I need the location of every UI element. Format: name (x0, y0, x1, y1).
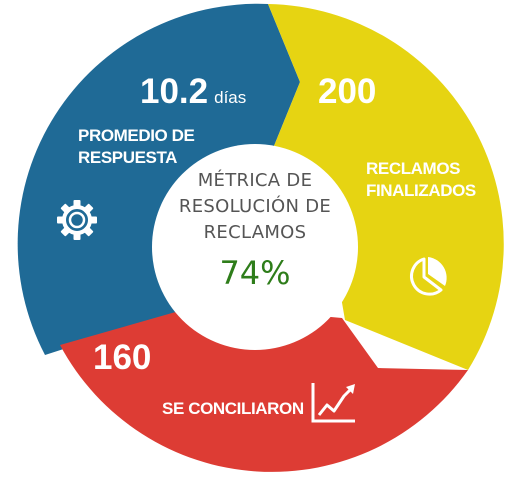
response-time-label-line-2: RESPUESTA (78, 148, 178, 167)
center-metric: MÉTRICA DE RESOLUCIÓN DE RECLAMOS 74% (165, 168, 345, 292)
finalized-label-line-1: RECLAMOS (366, 159, 461, 178)
response-time-number: 10.2 (140, 72, 209, 111)
response-time-unit: días (214, 88, 247, 107)
finalized-label-line-2: FINALIZADOS (366, 181, 476, 200)
trend-chart-icon (311, 383, 355, 423)
center-percent: 74% (219, 254, 291, 292)
pie-chart-icon (410, 257, 447, 296)
response-time-label-line-1: PROMEDIO DE (78, 126, 195, 145)
reconciled-value: 160 (93, 338, 152, 377)
finalized-value: 200 (318, 72, 377, 111)
response-time-label: PROMEDIO DE RESPUESTA (78, 125, 195, 169)
center-title-line-1: MÉTRICA DE (197, 170, 313, 191)
reconciled-label: SE CONCILIARON (162, 399, 304, 418)
gear-icon (57, 200, 97, 240)
center-title-line-2: RESOLUCIÓN DE (178, 196, 332, 217)
center-circle (152, 144, 358, 350)
segment-reconciled (60, 305, 468, 472)
finalized-label: RECLAMOS FINALIZADOS (366, 158, 476, 202)
response-time-value: 10.2 días (140, 72, 246, 112)
segment-response-time (17, 3, 300, 356)
center-title-line-3: RECLAMOS (203, 222, 307, 243)
